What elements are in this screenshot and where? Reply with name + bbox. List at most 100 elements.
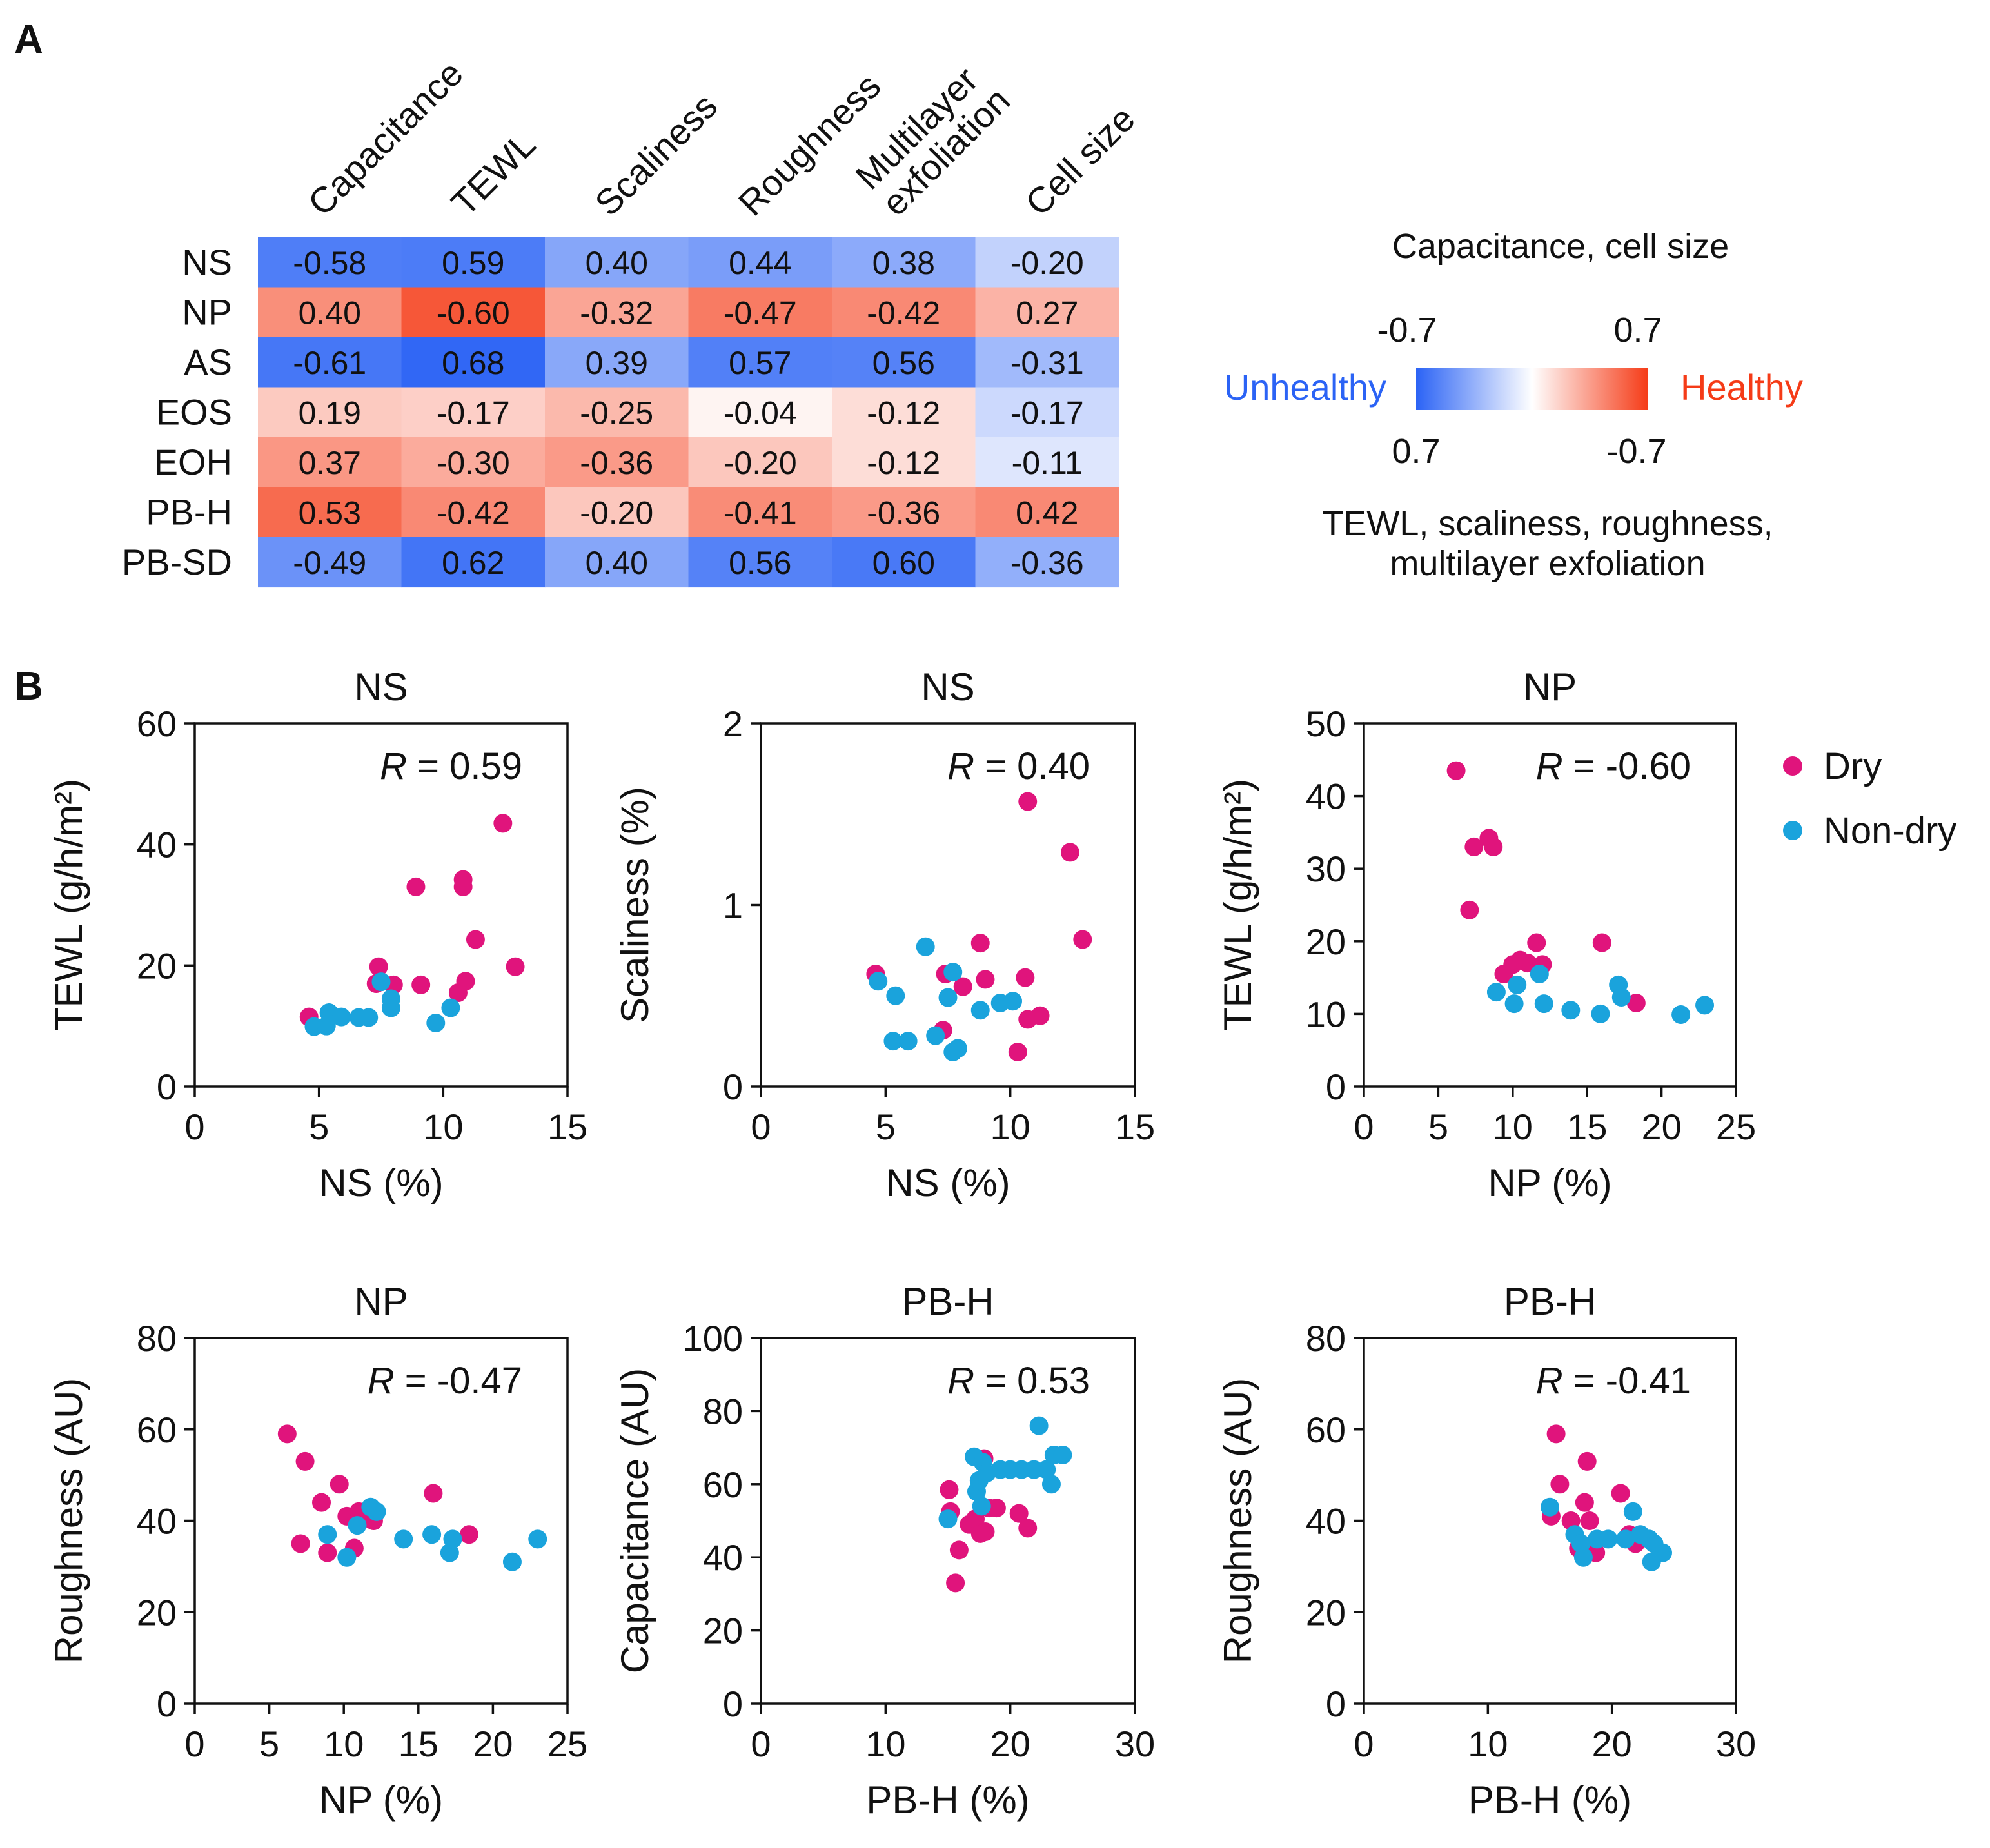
y-tick-label: 0 [1326, 1684, 1346, 1724]
heatmap-column-label: Capacitance [300, 53, 471, 224]
non-dry-point [1653, 1543, 1673, 1562]
non-dry-point [1561, 1001, 1581, 1020]
dry-point [1009, 1504, 1029, 1523]
non-dry-point [441, 998, 460, 1017]
dry-point [506, 957, 525, 976]
dry-point [369, 957, 388, 976]
dry-point [1018, 1519, 1038, 1538]
dry-point [976, 970, 995, 989]
dry-point [330, 1475, 349, 1494]
x-tick-label: 25 [547, 1724, 587, 1764]
non-dry-point [394, 1529, 413, 1549]
heatmap-cell-value: 0.40 [299, 295, 361, 331]
dry-point [466, 930, 485, 949]
heatmap-cell-value: 0.38 [872, 245, 935, 281]
heatmap-cell-value: -0.12 [867, 445, 940, 481]
x-axis-label: NS (%) [319, 1161, 443, 1204]
dry-point [1592, 933, 1611, 952]
non-dry-point [869, 972, 888, 991]
heatmap-row-label: EOH [154, 442, 232, 482]
heatmap-row-label: NP [182, 291, 232, 332]
heatmap-cell-value: -0.49 [293, 545, 366, 581]
heatmap-cell-value: -0.41 [724, 495, 797, 531]
heatmap-row-label: PB-SD [122, 542, 232, 582]
colorbar-healthy-label: Healthy [1680, 367, 1803, 408]
x-axis-label: PB-H (%) [866, 1778, 1029, 1822]
non-dry-point [1616, 1529, 1635, 1549]
dry-point [1073, 930, 1092, 949]
heatmap-cell-value: -0.60 [437, 295, 510, 331]
non-dry-point [1037, 1460, 1056, 1479]
dry-point [987, 1499, 1006, 1518]
heatmap-cell-value: -0.31 [1010, 345, 1084, 381]
non-dry-point [1530, 964, 1549, 983]
heatmap-cell-value: -0.17 [437, 395, 510, 431]
heatmap-cell-value: 0.40 [586, 545, 648, 581]
dry-point [940, 1480, 959, 1499]
non-dry-point [1486, 983, 1506, 1002]
heatmap-cell-value: 0.59 [442, 245, 504, 281]
y-tick-label: 60 [137, 1410, 177, 1450]
heatmap-cell [832, 387, 976, 438]
dry-point [1550, 1475, 1570, 1494]
y-tick-label: 40 [1306, 776, 1346, 817]
heatmap-cell [258, 337, 402, 388]
x-tick-label: 15 [399, 1724, 438, 1764]
y-tick-label: 20 [137, 945, 177, 986]
plot-frame [760, 1337, 1136, 1705]
dry-point [946, 1573, 965, 1593]
dry-point [1030, 1006, 1050, 1025]
non-dry-point [926, 1026, 945, 1045]
heatmap-row-label: EOS [156, 391, 232, 432]
non-dry-point [1623, 1502, 1642, 1521]
heatmap-cell-value: -0.36 [580, 445, 653, 481]
non-dry-point [371, 972, 391, 992]
dry-point [493, 814, 513, 833]
colorbar-bottom-min: 0.7 [1392, 432, 1440, 471]
y-tick-label: 20 [137, 1592, 177, 1633]
correlation-annotation: R = 0.40 [947, 745, 1090, 787]
colorbar-gradient [1416, 368, 1648, 410]
non-dry-point [938, 988, 958, 1007]
heatmap-cell-value: -0.58 [293, 245, 366, 281]
heatmap-cell-value: -0.32 [580, 295, 653, 331]
y-tick-label: 30 [1306, 849, 1346, 889]
non-dry-point [1599, 1529, 1618, 1549]
non-dry-point [1591, 1004, 1610, 1023]
x-tick-label: 5 [259, 1724, 279, 1764]
non-dry-point [1508, 975, 1527, 994]
y-tick-label: 100 [683, 1318, 743, 1359]
heatmap-column-label: Roughness [731, 66, 889, 224]
heatmap-cell [832, 537, 976, 588]
dry-point [1577, 1451, 1597, 1471]
non-dry-point [898, 1032, 918, 1051]
heatmap-cell [258, 537, 402, 588]
non-dry-point [426, 1013, 446, 1032]
heatmap-cell [401, 237, 546, 288]
dry-point [1580, 1511, 1599, 1530]
heatmap-cell [401, 487, 546, 538]
dry-point [312, 1493, 331, 1512]
x-tick-label: 0 [751, 1106, 771, 1147]
non-dry-point [367, 1502, 386, 1521]
non-dry-point [422, 1525, 442, 1544]
x-tick-label: 20 [990, 1724, 1030, 1764]
non-dry-point [1041, 1475, 1061, 1494]
heatmap-cell [832, 287, 976, 338]
plot-title: NP [354, 1280, 408, 1323]
x-axis-label: PB-H (%) [1468, 1778, 1631, 1822]
heatmap-cell-value: 0.62 [442, 545, 504, 581]
heatmap-cell [832, 337, 976, 388]
y-tick-label: 80 [703, 1391, 743, 1431]
non-dry-point [331, 1007, 351, 1027]
y-tick-label: 40 [1306, 1501, 1346, 1542]
non-dry-point [1573, 1548, 1593, 1567]
dry-point [1626, 994, 1646, 1013]
heatmap-cell [832, 437, 976, 488]
heatmap-cell [258, 487, 402, 538]
x-tick-label: 30 [1115, 1724, 1155, 1764]
colorbar-title-top: Capacitance, cell size [1392, 227, 1729, 266]
